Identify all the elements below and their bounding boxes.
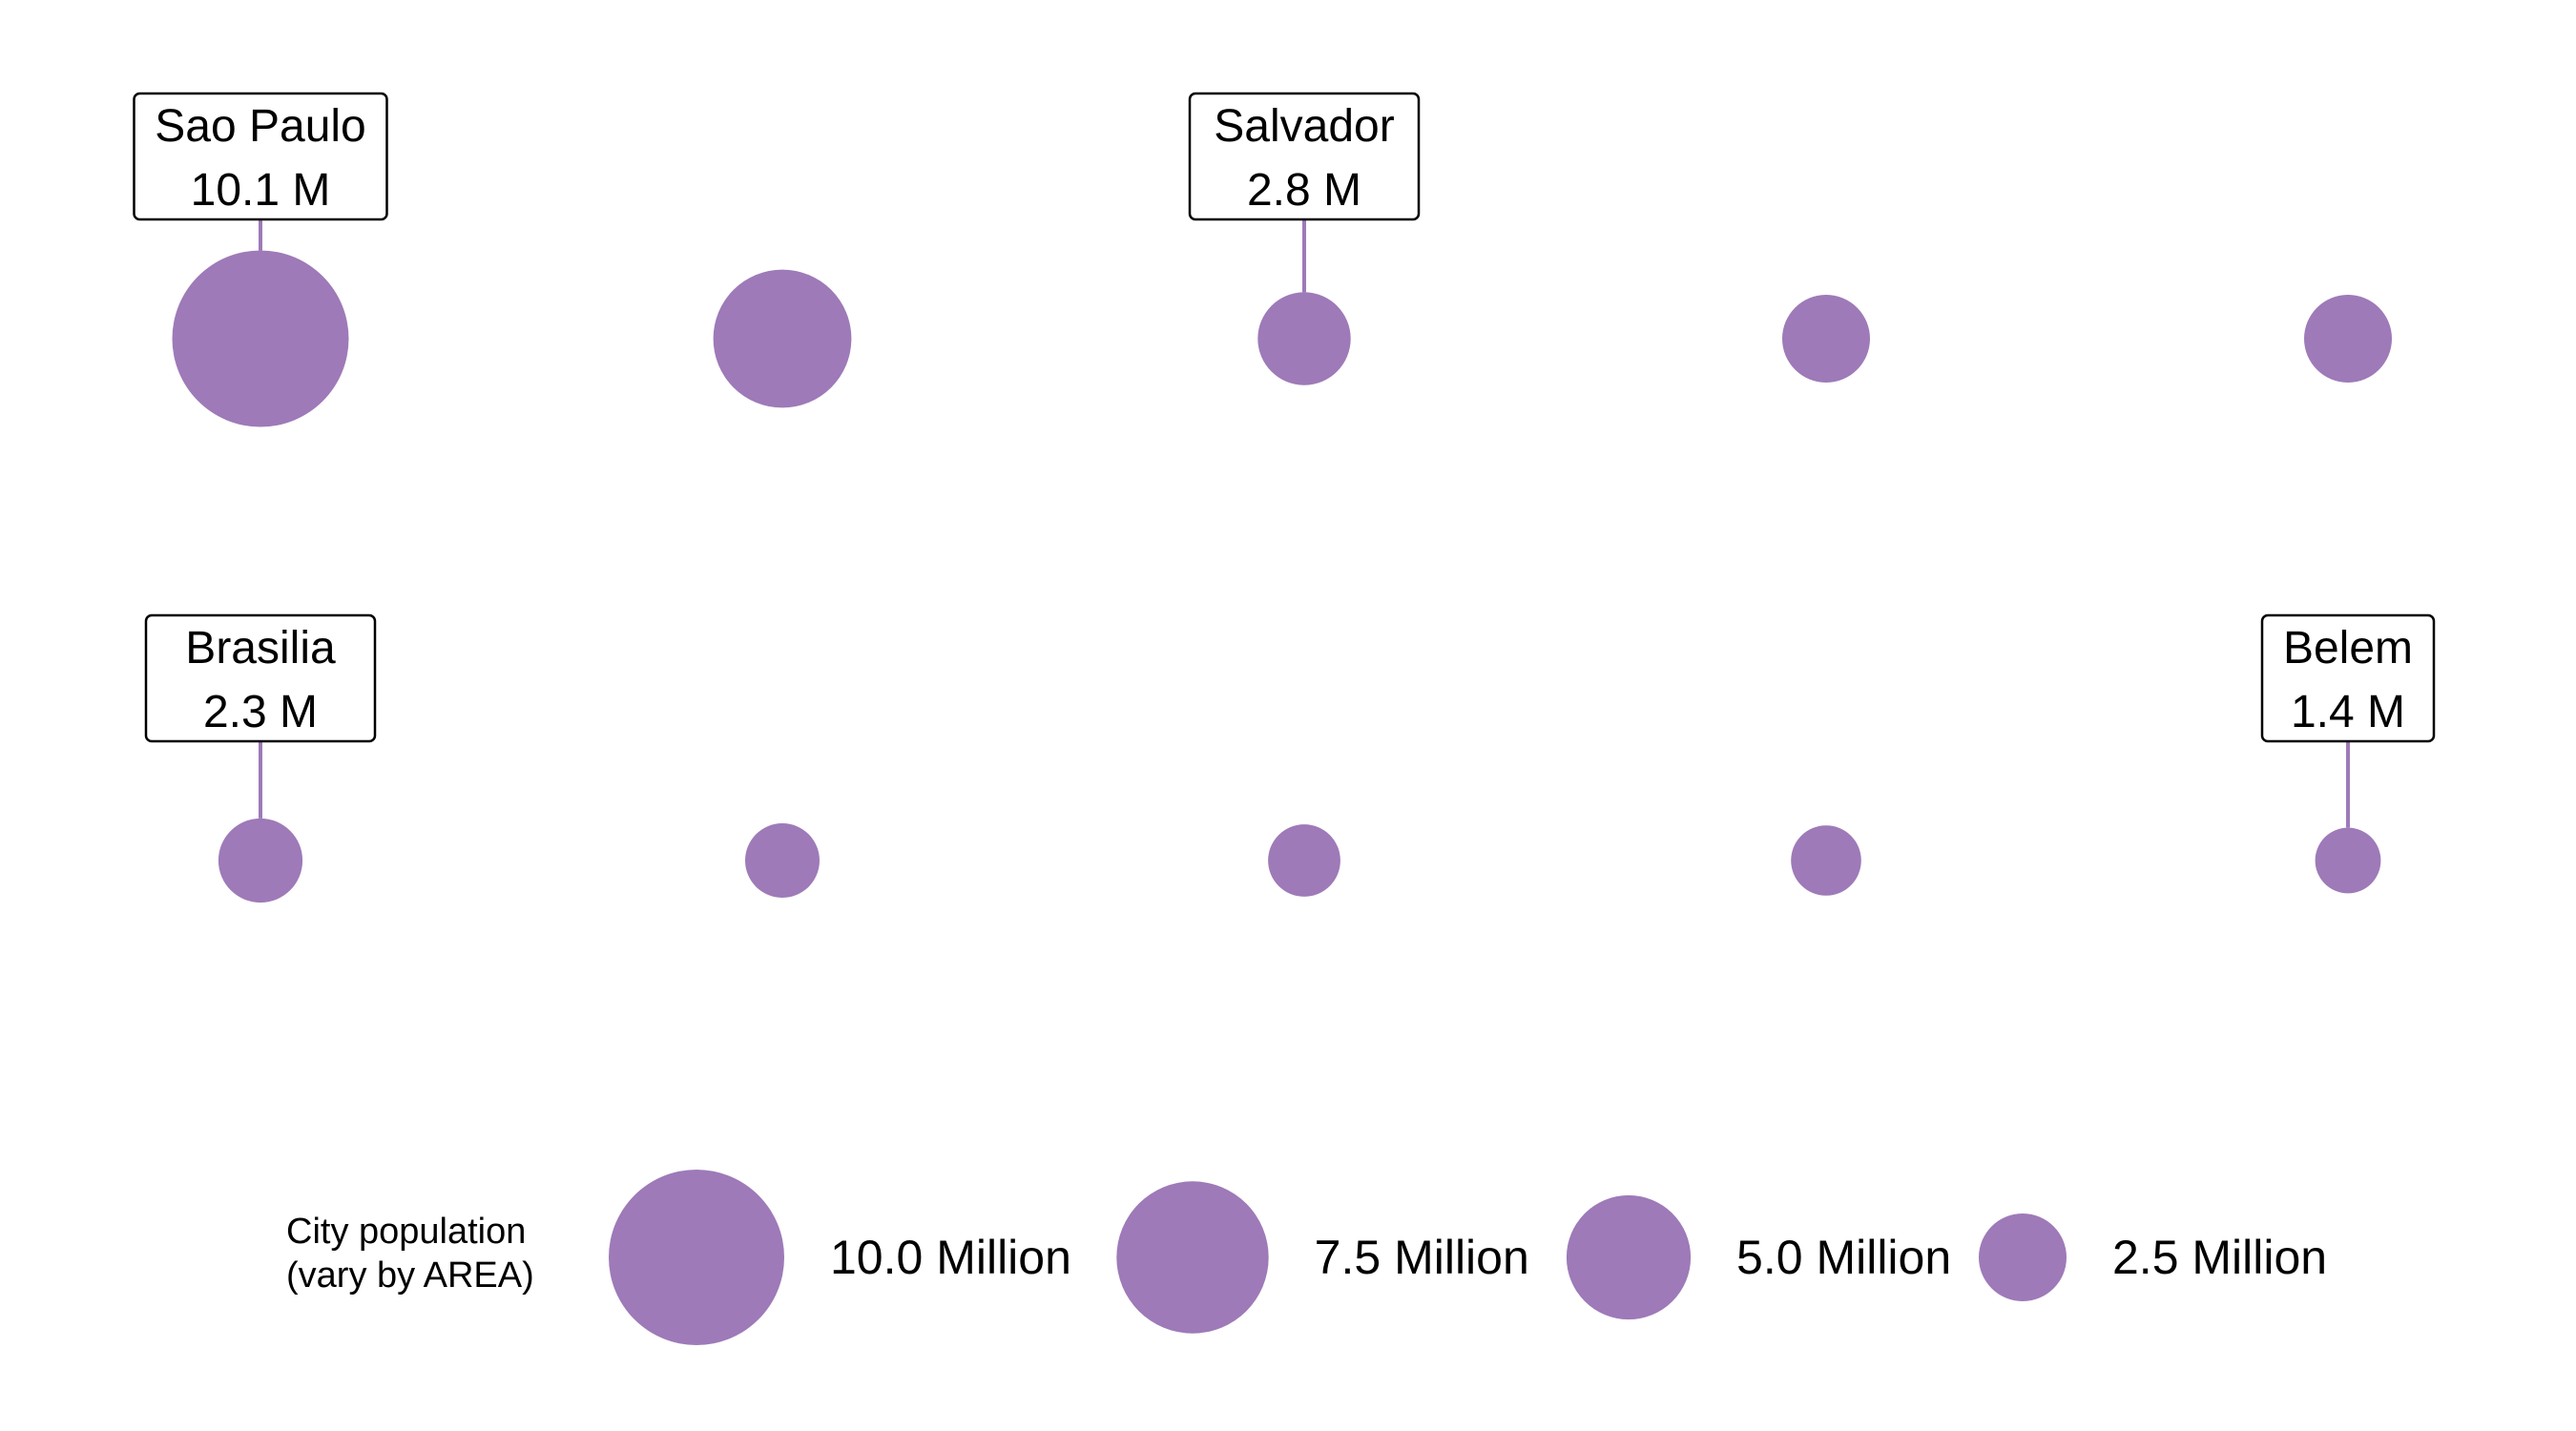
callout-box — [2260, 613, 2436, 743]
legend: City population (vary by AREA) 10.0 Mill… — [286, 1170, 2327, 1345]
callout-city-name: Sao Paulo — [155, 101, 366, 152]
bubbles-layer — [172, 250, 2392, 903]
legend-title-line-2: (vary by AREA) — [286, 1255, 534, 1296]
callout-city-name: Brasilia — [185, 623, 336, 674]
callout-population-label: 1.4 M — [2291, 687, 2405, 737]
legend-bubble — [609, 1170, 784, 1345]
callout-box — [144, 613, 377, 743]
bubble-5 — [2304, 295, 2392, 383]
legend-items: 10.0 Million 7.5 Million 5.0 Million 2.5 Mi… — [609, 1170, 2327, 1345]
legend-bubble — [1566, 1194, 1692, 1320]
legend-label: 5.0 Million — [1736, 1231, 1951, 1284]
legend-title-line-1: City population — [286, 1212, 526, 1252]
legend-bubble — [1116, 1181, 1269, 1334]
bubble-belem — [2315, 827, 2381, 894]
legend-label: 10.0 Million — [830, 1231, 1071, 1284]
bubble-8 — [1268, 824, 1340, 897]
callout-population-label: 2.3 M — [203, 687, 318, 737]
callouts-layer: Sao Paulo 10.1 M Salvador 2.8 M Brasilia 2.3 … — [133, 92, 2436, 828]
legend-bubble — [1979, 1213, 2067, 1301]
bubble-salvador — [1257, 292, 1351, 385]
bubble-brasilia — [218, 818, 303, 903]
callout-population-label: 2.8 M — [1247, 165, 1361, 216]
bubble-4 — [1782, 295, 1870, 383]
bubble-9 — [1791, 825, 1861, 896]
callout-box — [1188, 92, 1421, 221]
callout-box — [133, 92, 388, 221]
callout-salvador: Salvador 2.8 M — [1188, 92, 1421, 293]
legend-label: 7.5 Million — [1315, 1231, 1529, 1284]
callout-belem: Belem 1.4 M — [2260, 613, 2436, 828]
callout-sao-paulo: Sao Paulo 10.1 M — [133, 92, 388, 251]
legend-label: 2.5 Million — [2112, 1231, 2327, 1284]
bubble-sao-paulo — [172, 250, 349, 427]
callout-city-name: Salvador — [1214, 101, 1394, 152]
bubble-2 — [713, 269, 852, 408]
callout-brasilia: Brasilia 2.3 M — [144, 613, 377, 819]
bubble-7 — [745, 823, 820, 898]
callout-population-label: 10.1 M — [191, 165, 331, 216]
callout-city-name: Belem — [2283, 623, 2413, 674]
